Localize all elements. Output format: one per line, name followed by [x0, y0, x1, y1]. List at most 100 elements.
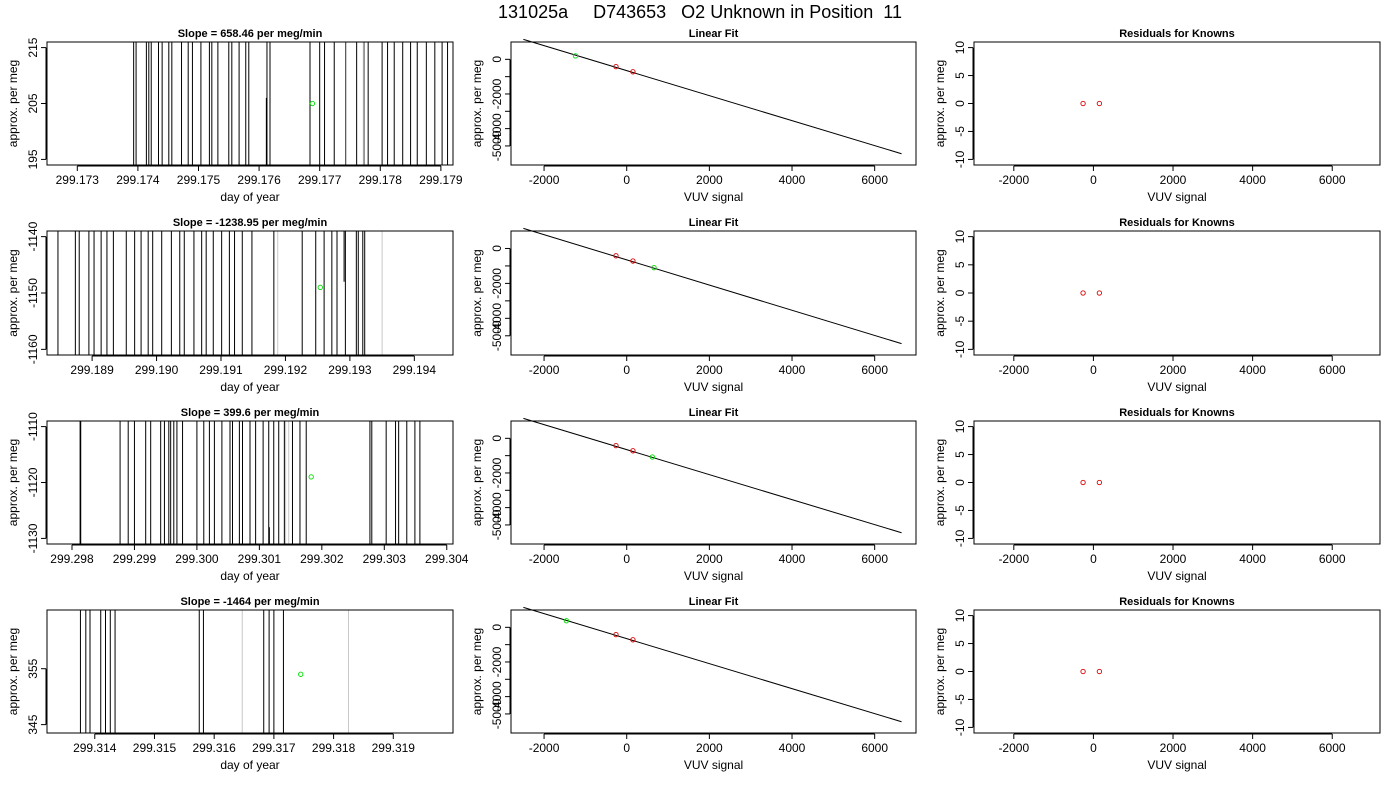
row2-time-x-tick-label-1: 299.190: [135, 363, 179, 377]
row4-fit-known-point-0: [613, 631, 619, 638]
row4-fit-title: Linear Fit: [689, 596, 739, 608]
row2-fit-fit-line: [523, 227, 902, 345]
row3-residuals-x-tick-label-4: 6000: [1319, 552, 1346, 566]
row2-time-frame: [46, 230, 454, 356]
row3-residuals-known-point-0: [1080, 479, 1086, 486]
row3-residuals-x-tick-label-0: -2000: [998, 552, 1029, 566]
row4-fit-x-tick-label-3: 4000: [779, 741, 806, 755]
row3-fit-x-tick-label-1: 0: [623, 552, 630, 566]
row2-time-x-tick-label-2: 299.191: [199, 363, 243, 377]
row3-residuals-x-tick-label-3: 4000: [1239, 552, 1266, 566]
row2-fit-x-tick-label-2: 2000: [696, 363, 723, 377]
row1-fit-x-tick-label-3: 4000: [779, 173, 806, 187]
row2-fit-y-tick-label-0: 0: [490, 245, 504, 252]
row4-fit-unknown-point-0: [563, 618, 570, 624]
row4-residuals-frame: [973, 609, 1381, 734]
row4-residuals-x-tick-label-1: 0: [1090, 741, 1097, 755]
row2-residuals-y-tick-label-3: 5: [953, 261, 967, 268]
row1-fit-y-tick-label-2: -4000: [490, 113, 504, 144]
row1-residuals-known-point-1: [1096, 100, 1103, 107]
row4-residuals-y-tick-label-2: 0: [953, 668, 967, 675]
row1-fit-x-tick-label-1: 0: [623, 173, 630, 187]
row2-time-y-tick-label-2: -1140: [26, 221, 40, 251]
row1-time-x-tick-label-6: 299.179: [419, 173, 463, 187]
row3-fit-unknown-point-0: [649, 454, 655, 460]
row1-time-y-tick-label-1: 205: [26, 93, 40, 113]
row3-residuals-y-axis-label: approx. per meg: [933, 439, 947, 526]
row1-time-y-axis-label: approx. per meg: [6, 60, 20, 147]
row3-residuals-x-tick-label-1: 0: [1090, 552, 1097, 566]
row4-fit-y-minor-tick-label-2: -5000: [490, 698, 504, 729]
row4-time-x-tick-label-2: 299.316: [192, 741, 236, 755]
row2-residuals-x-tick-label-4: 6000: [1319, 363, 1346, 377]
row1-time-frame: [46, 41, 454, 166]
row4-time-y-tick-label-0: 345: [26, 714, 40, 734]
row4-time-x-tick-label-0: 299.314: [73, 741, 117, 755]
row2-fit-known-point-1: [630, 258, 636, 264]
row3-residuals-y-tick-label-4: 10: [953, 420, 967, 434]
row2-fit-x-axis-label: VUV signal: [684, 380, 743, 394]
row1-fit-y-axis-label: approx. per meg: [470, 60, 484, 147]
row2-time-x-tick-label-3: 299.192: [264, 363, 308, 377]
row4-residuals-x-tick-label-0: -2000: [998, 741, 1029, 755]
row3-fit-x-tick-label-3: 4000: [779, 552, 806, 566]
row1-residuals-x-tick-label-2: 2000: [1160, 173, 1187, 187]
row4-time-x-tick-label-5: 299.319: [372, 741, 416, 755]
row2-fit-known-point-0: [613, 253, 619, 259]
row4-residuals-x-tick-label-4: 6000: [1319, 741, 1346, 755]
row3-fit-y-axis-label: approx. per meg: [470, 439, 484, 526]
row3-fit-x-tick-label-0: -2000: [529, 552, 560, 566]
row1-fit-x-tick-label-2: 2000: [696, 173, 723, 187]
row1-fit-fit-line: [523, 38, 902, 155]
row1-residuals-y-tick-label-1: -5: [953, 126, 967, 137]
row2-residuals-known-point-0: [1080, 290, 1086, 296]
row2-time-title: Slope = -1238.95 per meg/min: [173, 217, 328, 229]
row3-fit-known-point-0: [613, 442, 619, 449]
row2-time-y-tick-label-1: -1150: [26, 278, 40, 308]
row2-time-unknown-point-0: [317, 284, 323, 291]
row3-time-y-tick-label-1: -1120: [26, 467, 40, 497]
row3-time-title: Slope = 399.6 per meg/min: [181, 407, 320, 419]
row3-residuals-title: Residuals for Knowns: [1119, 407, 1235, 419]
row4-time-frame: [46, 609, 454, 734]
row1-residuals-x-tick-label-3: 4000: [1239, 173, 1266, 187]
row2-residuals-x-tick-label-2: 2000: [1160, 363, 1187, 377]
row3-fit-y-tick-label-1: -2000: [490, 457, 504, 488]
row2-fit-x-tick-label-1: 0: [623, 363, 630, 377]
row2-time-y-axis-label: approx. per meg: [6, 249, 20, 336]
row2-residuals-y-axis-label: approx. per meg: [933, 249, 947, 336]
row1-time-x-tick-label-5: 299.178: [359, 173, 403, 187]
row1-fit-x-tick-label-0: -2000: [529, 173, 560, 187]
row4-fit-y-axis-label: approx. per meg: [470, 628, 484, 715]
row4-residuals-y-tick-label-3: 5: [953, 640, 967, 647]
row1-fit-y-tick-label-0: 0: [490, 56, 504, 63]
row1-residuals-y-tick-label-0: -10: [953, 150, 967, 168]
row2-residuals-x-axis-label: VUV signal: [1147, 380, 1206, 394]
row1-residuals-x-axis-label: VUV signal: [1147, 190, 1206, 204]
row1-fit-known-point-1: [630, 69, 636, 75]
row4-residuals-title: Residuals for Knowns: [1119, 596, 1235, 608]
row4-time-title: Slope = -1464 per meg/min: [180, 596, 319, 608]
row3-residuals-y-tick-label-2: 0: [953, 479, 967, 486]
row2-fit-frame: [510, 230, 917, 356]
row2-residuals-y-tick-label-2: 0: [953, 289, 967, 296]
row4-residuals-known-point-1: [1096, 668, 1103, 675]
row1-fit-y-tick-label-1: -2000: [490, 78, 504, 109]
row4-time-unknown-point-0: [298, 671, 304, 677]
row1-residuals-known-point-0: [1080, 100, 1086, 107]
row3-time-unknown-point-0: [308, 474, 314, 480]
row2-fit-x-tick-label-4: 6000: [861, 363, 888, 377]
row2-time-x-tick-label-5: 299.194: [393, 363, 437, 377]
row4-residuals-x-axis-label: VUV signal: [1147, 758, 1206, 772]
row1-residuals-frame: [973, 41, 1381, 166]
row3-residuals-x-tick-label-2: 2000: [1160, 552, 1187, 566]
row3-fit-fit-line: [523, 417, 902, 534]
row4-residuals-x-tick-label-3: 4000: [1239, 741, 1266, 755]
row3-residuals-y-tick-label-0: -10: [953, 529, 967, 547]
row1-fit-known-point-0: [613, 63, 619, 70]
row2-residuals-y-tick-label-4: 10: [953, 230, 967, 244]
row3-time-frame: [46, 420, 454, 545]
row1-time-y-tick-label-0: 195: [26, 149, 40, 169]
row3-time-y-tick-label-0: -1130: [26, 523, 40, 553]
row2-residuals-frame: [973, 230, 1381, 356]
